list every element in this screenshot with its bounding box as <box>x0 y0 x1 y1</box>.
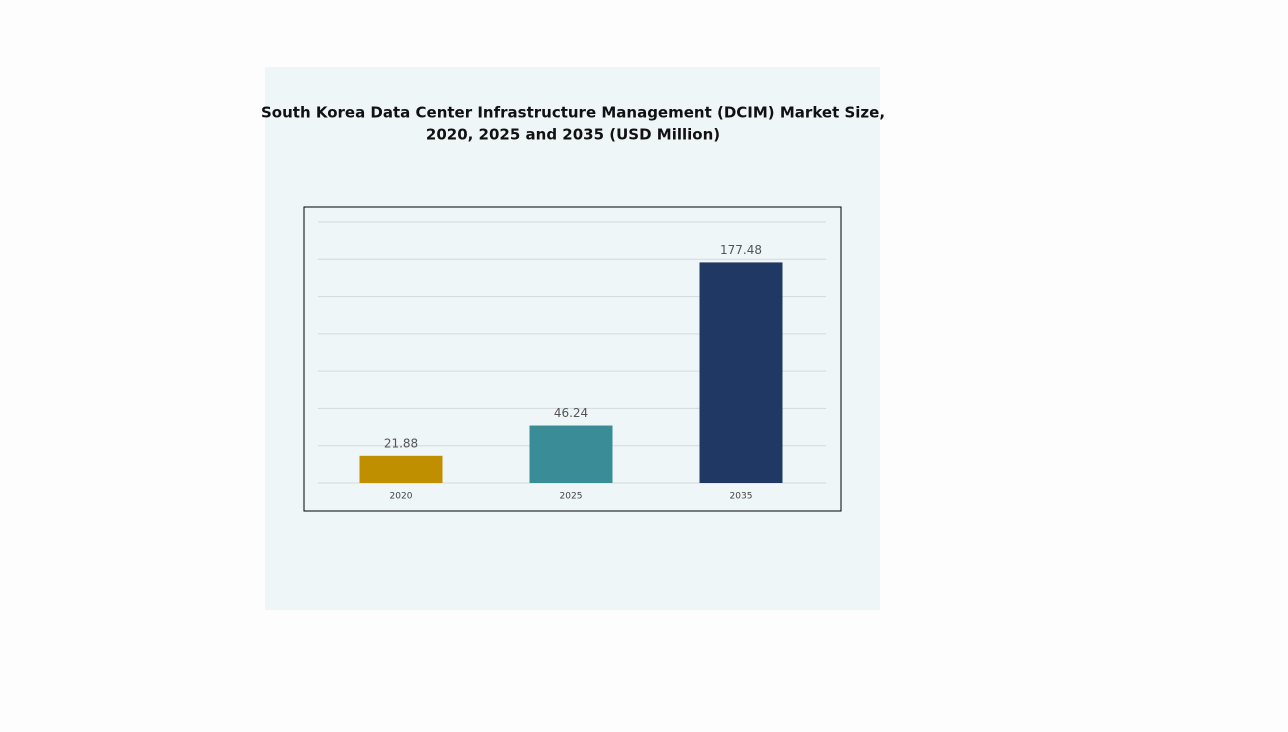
bar <box>529 425 613 483</box>
plot-frame <box>303 206 842 512</box>
bar <box>359 455 443 483</box>
chart-panel <box>265 67 880 610</box>
chart-title: South Korea Data Center Infrastructure M… <box>261 104 885 122</box>
value-label: 21.88 <box>384 436 418 450</box>
x-tick-label: 2020 <box>390 492 413 502</box>
x-tick-label: 2025 <box>560 492 583 502</box>
value-label: 177.48 <box>720 243 762 257</box>
chart-title: 2020, 2025 and 2035 (USD Million) <box>426 126 720 144</box>
value-label: 46.24 <box>554 406 588 420</box>
bar <box>699 262 783 483</box>
x-tick-label: 2035 <box>730 492 753 502</box>
